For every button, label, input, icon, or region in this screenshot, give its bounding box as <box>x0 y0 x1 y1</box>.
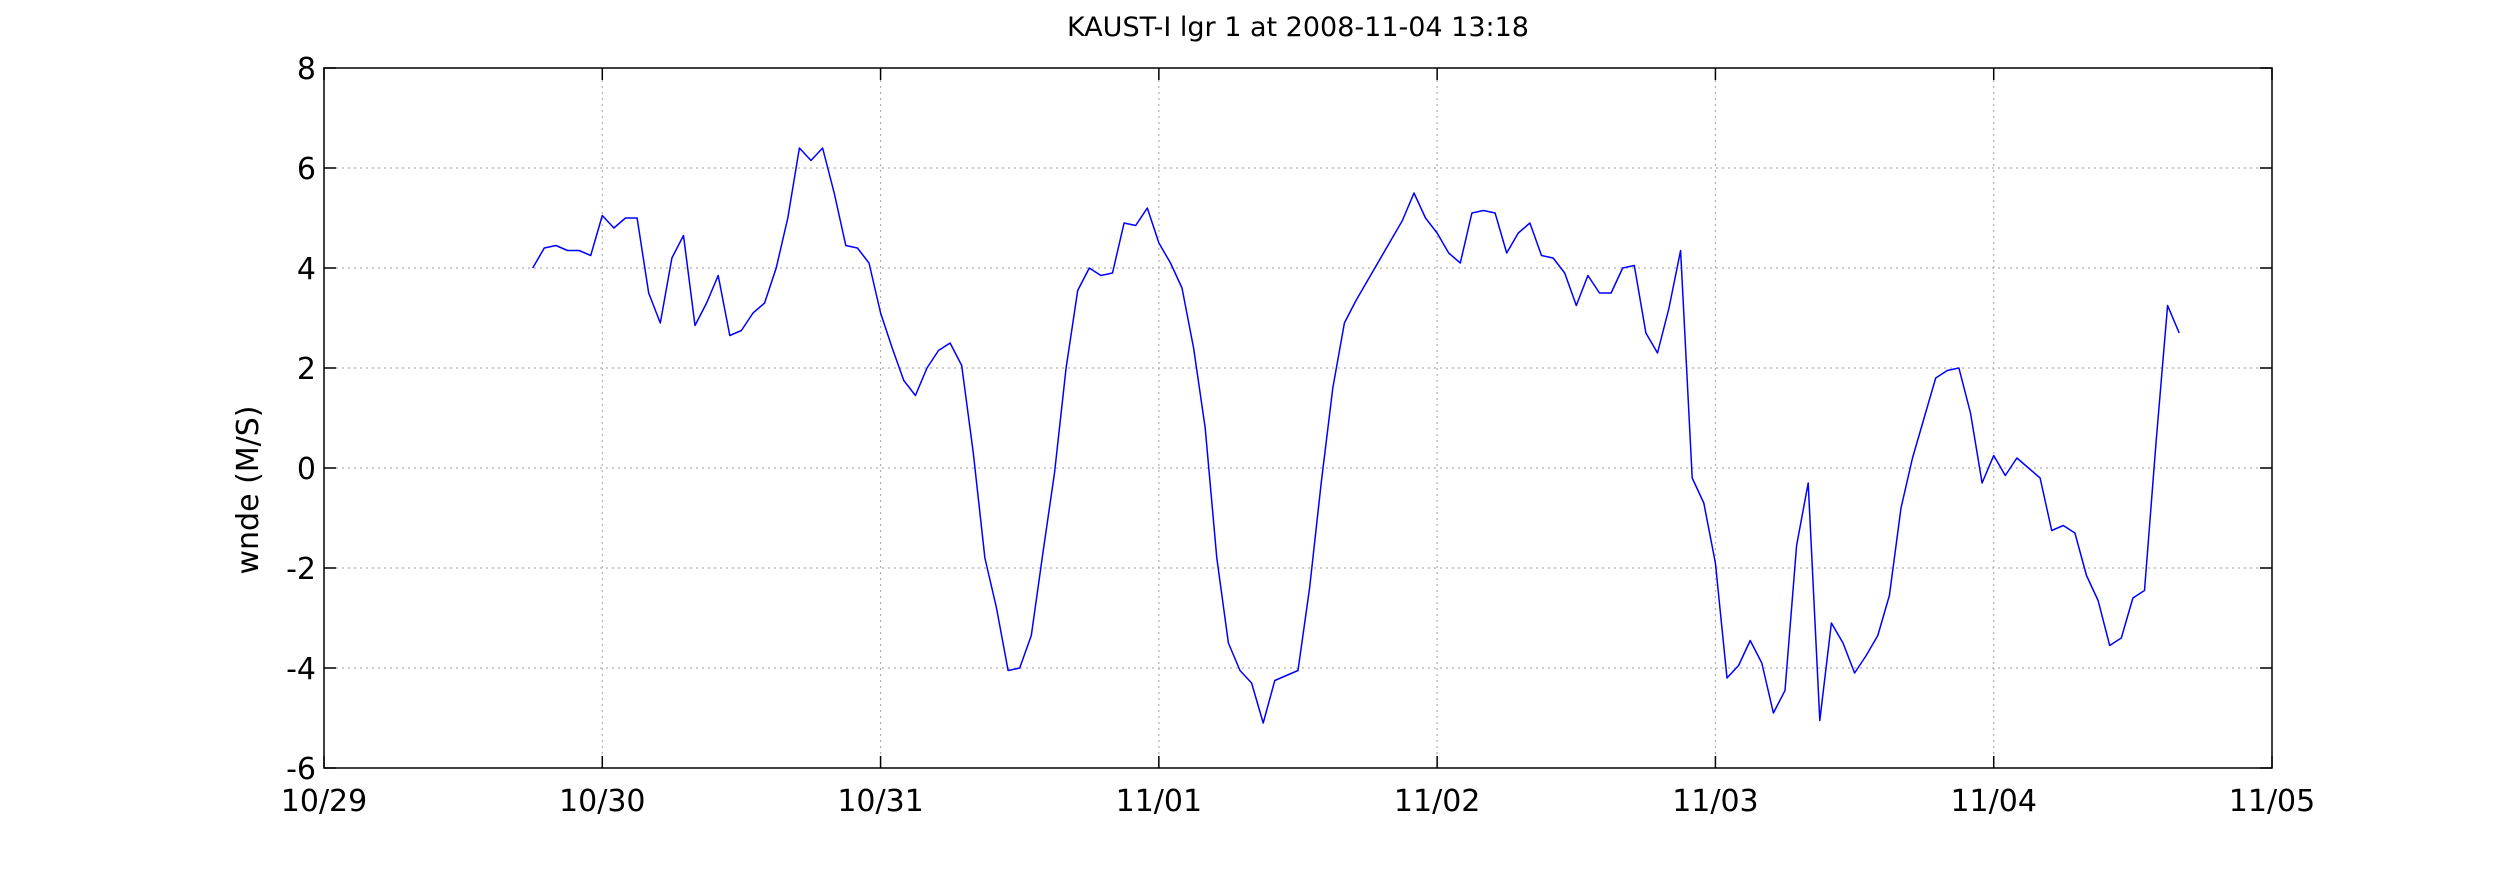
x-tick-label: 10/29 <box>281 784 367 819</box>
axis-ticks <box>323 67 2273 769</box>
x-tick-label: 11/04 <box>1950 784 2036 819</box>
y-tick-label: 8 <box>297 52 316 87</box>
x-tick-labels: 10/29 10/30 10/31 11/01 11/02 11/03 11/04 11/05 <box>281 784 2315 819</box>
y-tick-labels: -6 -4 -2 0 2 4 6 8 <box>286 52 316 787</box>
y-tick-label: 4 <box>297 252 316 287</box>
x-tick-label: 11/03 <box>1672 784 1758 819</box>
x-tick-label: 11/01 <box>1116 784 1202 819</box>
series-line <box>532 147 2180 724</box>
y-tick-label: 6 <box>297 152 316 187</box>
y-tick-label: -4 <box>286 652 316 687</box>
series-layer <box>532 147 2180 724</box>
y-tick-label: -2 <box>286 552 316 587</box>
x-tick-label: 10/30 <box>559 784 645 819</box>
y-tick-label: 2 <box>297 352 316 387</box>
y-tick-label: -6 <box>286 752 316 787</box>
chart-title: KAUST-I lgr 1 at 2008-11-04 13:18 <box>1067 12 1529 43</box>
x-tick-label: 11/02 <box>1394 784 1480 819</box>
x-tick-label: 10/31 <box>837 784 923 819</box>
x-tick-label: 11/05 <box>2229 784 2315 819</box>
y-axis-label: wnde (M/S) <box>231 405 266 574</box>
plot-frame <box>323 67 2273 769</box>
y-tick-label: 0 <box>297 452 316 487</box>
